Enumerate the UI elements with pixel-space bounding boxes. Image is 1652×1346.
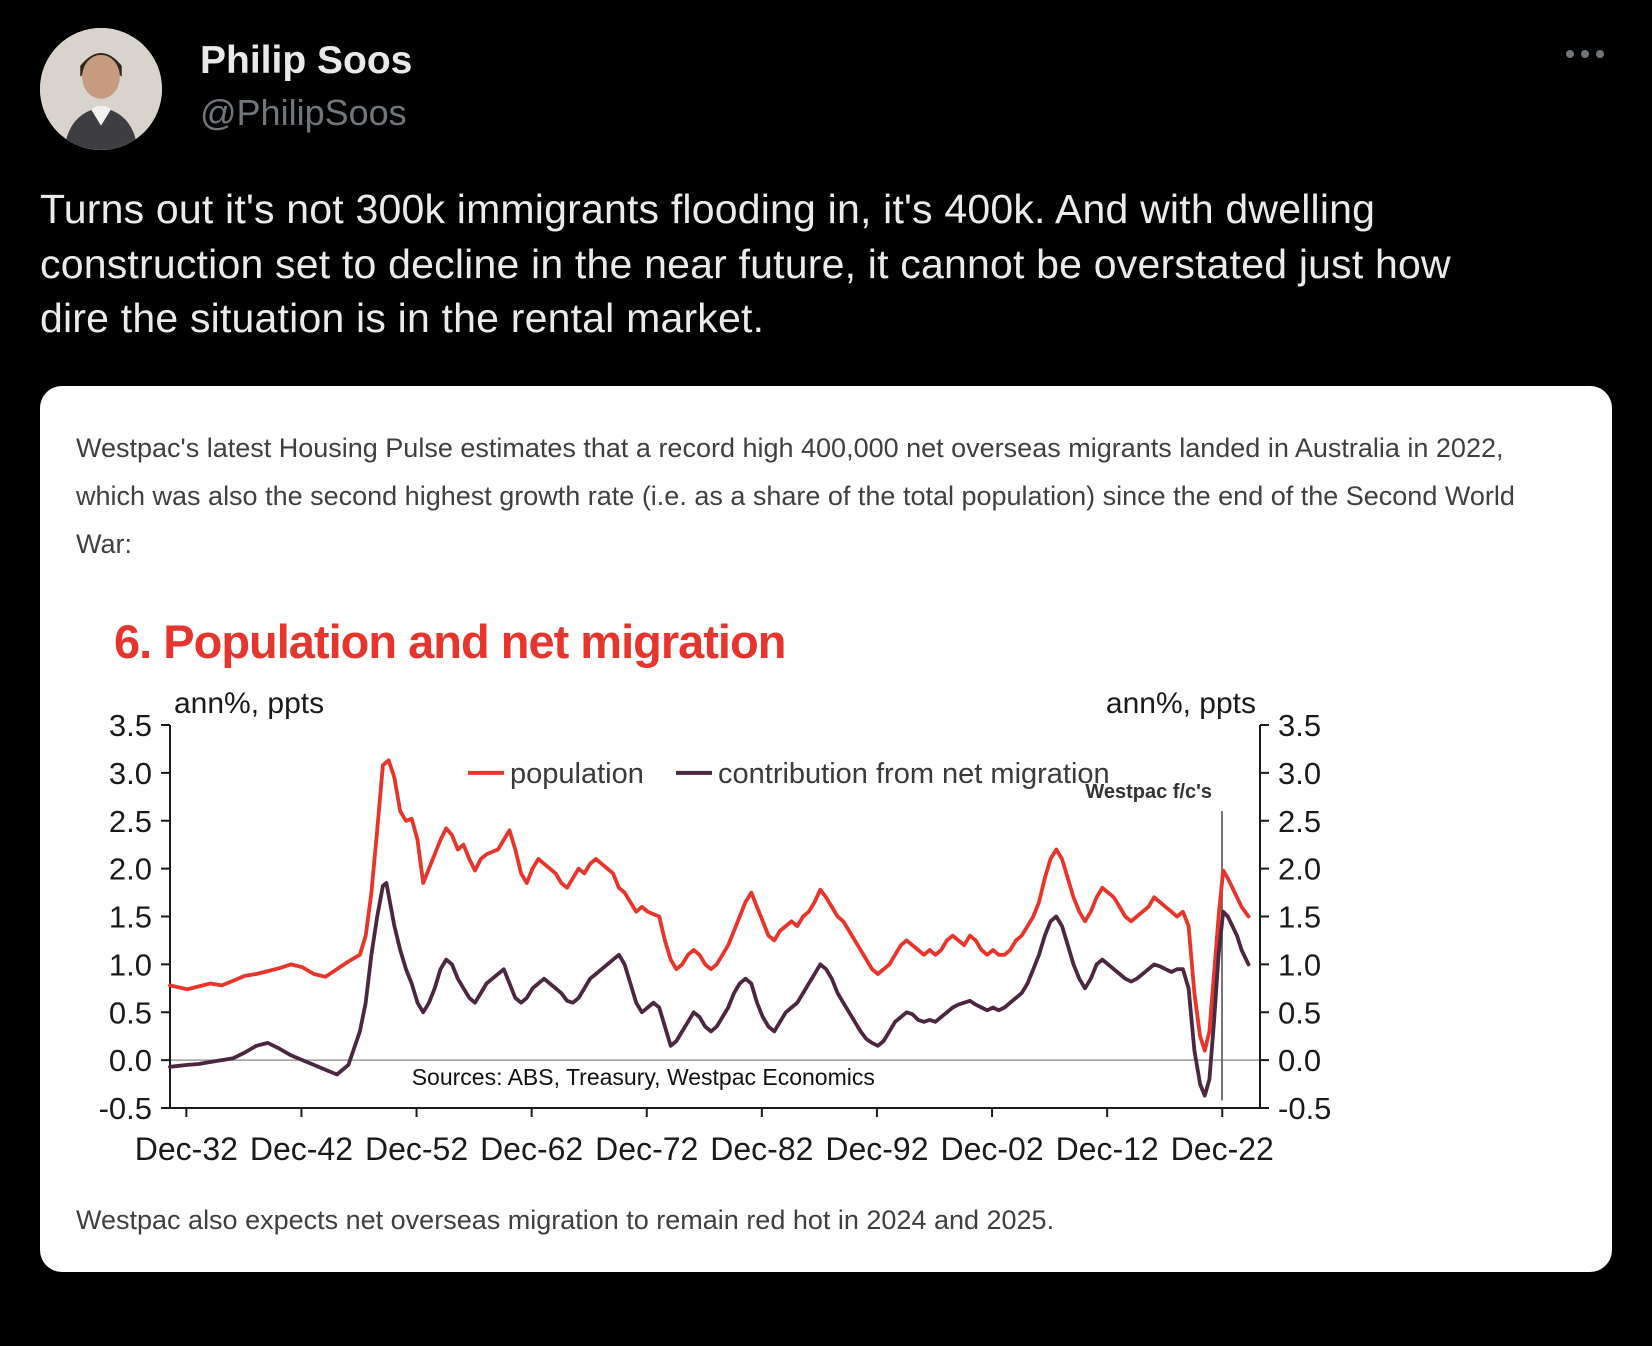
author-handle[interactable]: @PhilipSoos [200, 91, 407, 133]
svg-text:Westpac f/c's: Westpac f/c's [1085, 780, 1212, 802]
more-icon [1596, 50, 1604, 58]
svg-text:-0.5: -0.5 [1278, 1091, 1331, 1126]
embedded-image-card[interactable]: Westpac's latest Housing Pulse estimates… [40, 385, 1612, 1273]
avatar[interactable] [40, 28, 162, 150]
author-block: Philip Soos @PhilipSoos [200, 28, 412, 137]
migration-chart: 3.5 3.5 3.0 3.0 2.5 2.5 2.0 2.0 1.5 1.5 1.0 1.0 0.5 0… [99, 687, 1332, 1167]
chart-wrap: 3.5 3.5 3.0 3.0 2.5 2.5 2.0 2.0 1.5 1.5 1.0 1.0 0.5 0… [70, 683, 1576, 1180]
svg-text:1.5: 1.5 [1278, 899, 1321, 934]
svg-text:0.5: 0.5 [109, 995, 152, 1030]
svg-text:Dec-42: Dec-42 [250, 1131, 353, 1167]
card-intro-paragraph: Westpac's latest Housing Pulse estimates… [76, 432, 1515, 559]
more-icon [1566, 50, 1574, 58]
svg-text:Dec-32: Dec-32 [135, 1131, 238, 1167]
svg-text:0.5: 0.5 [1278, 995, 1321, 1030]
svg-text:Dec-12: Dec-12 [1056, 1131, 1159, 1167]
svg-text:Dec-22: Dec-22 [1171, 1131, 1274, 1167]
svg-text:-0.5: -0.5 [99, 1091, 152, 1126]
chart-title: 6. Population and net migration [114, 614, 786, 668]
svg-text:2.5: 2.5 [1278, 803, 1321, 838]
svg-text:Dec-52: Dec-52 [365, 1131, 468, 1167]
card-footer-text: Westpac also expects net overseas migrat… [76, 1204, 1055, 1235]
more-button[interactable] [1566, 50, 1604, 58]
tweet-text: Turns out it's not 300k immigrants flood… [40, 186, 1451, 342]
svg-text:population: population [510, 758, 644, 790]
svg-text:ann%, ppts: ann%, ppts [1106, 687, 1256, 720]
svg-text:3.0: 3.0 [1278, 756, 1321, 791]
svg-text:2.5: 2.5 [109, 803, 152, 838]
avatar-image [40, 28, 162, 150]
svg-text:1.0: 1.0 [1278, 947, 1321, 982]
svg-text:Dec-02: Dec-02 [940, 1131, 1043, 1167]
tweet-header: Philip Soos @PhilipSoos [40, 28, 1612, 150]
svg-text:3.5: 3.5 [1278, 708, 1321, 743]
svg-text:2.0: 2.0 [109, 851, 152, 886]
svg-text:Dec-82: Dec-82 [710, 1131, 813, 1167]
svg-text:contribution from net migratio: contribution from net migration [718, 758, 1110, 790]
svg-text:1.0: 1.0 [109, 947, 152, 982]
svg-text:2.0: 2.0 [1278, 851, 1321, 886]
svg-text:0.0: 0.0 [1278, 1043, 1321, 1078]
svg-text:Dec-62: Dec-62 [480, 1131, 583, 1167]
svg-text:Sources: ABS, Treasury, Westpa: Sources: ABS, Treasury, Westpac Economic… [412, 1064, 875, 1090]
author-name[interactable]: Philip Soos [200, 39, 413, 82]
svg-text:3.5: 3.5 [109, 708, 152, 743]
svg-text:Dec-92: Dec-92 [825, 1131, 928, 1167]
svg-text:Dec-72: Dec-72 [595, 1131, 698, 1167]
svg-text:0.0: 0.0 [109, 1043, 152, 1078]
more-icon [1581, 50, 1589, 58]
svg-text:ann%, ppts: ann%, ppts [174, 687, 324, 720]
svg-text:1.5: 1.5 [109, 899, 152, 934]
svg-text:3.0: 3.0 [109, 756, 152, 791]
